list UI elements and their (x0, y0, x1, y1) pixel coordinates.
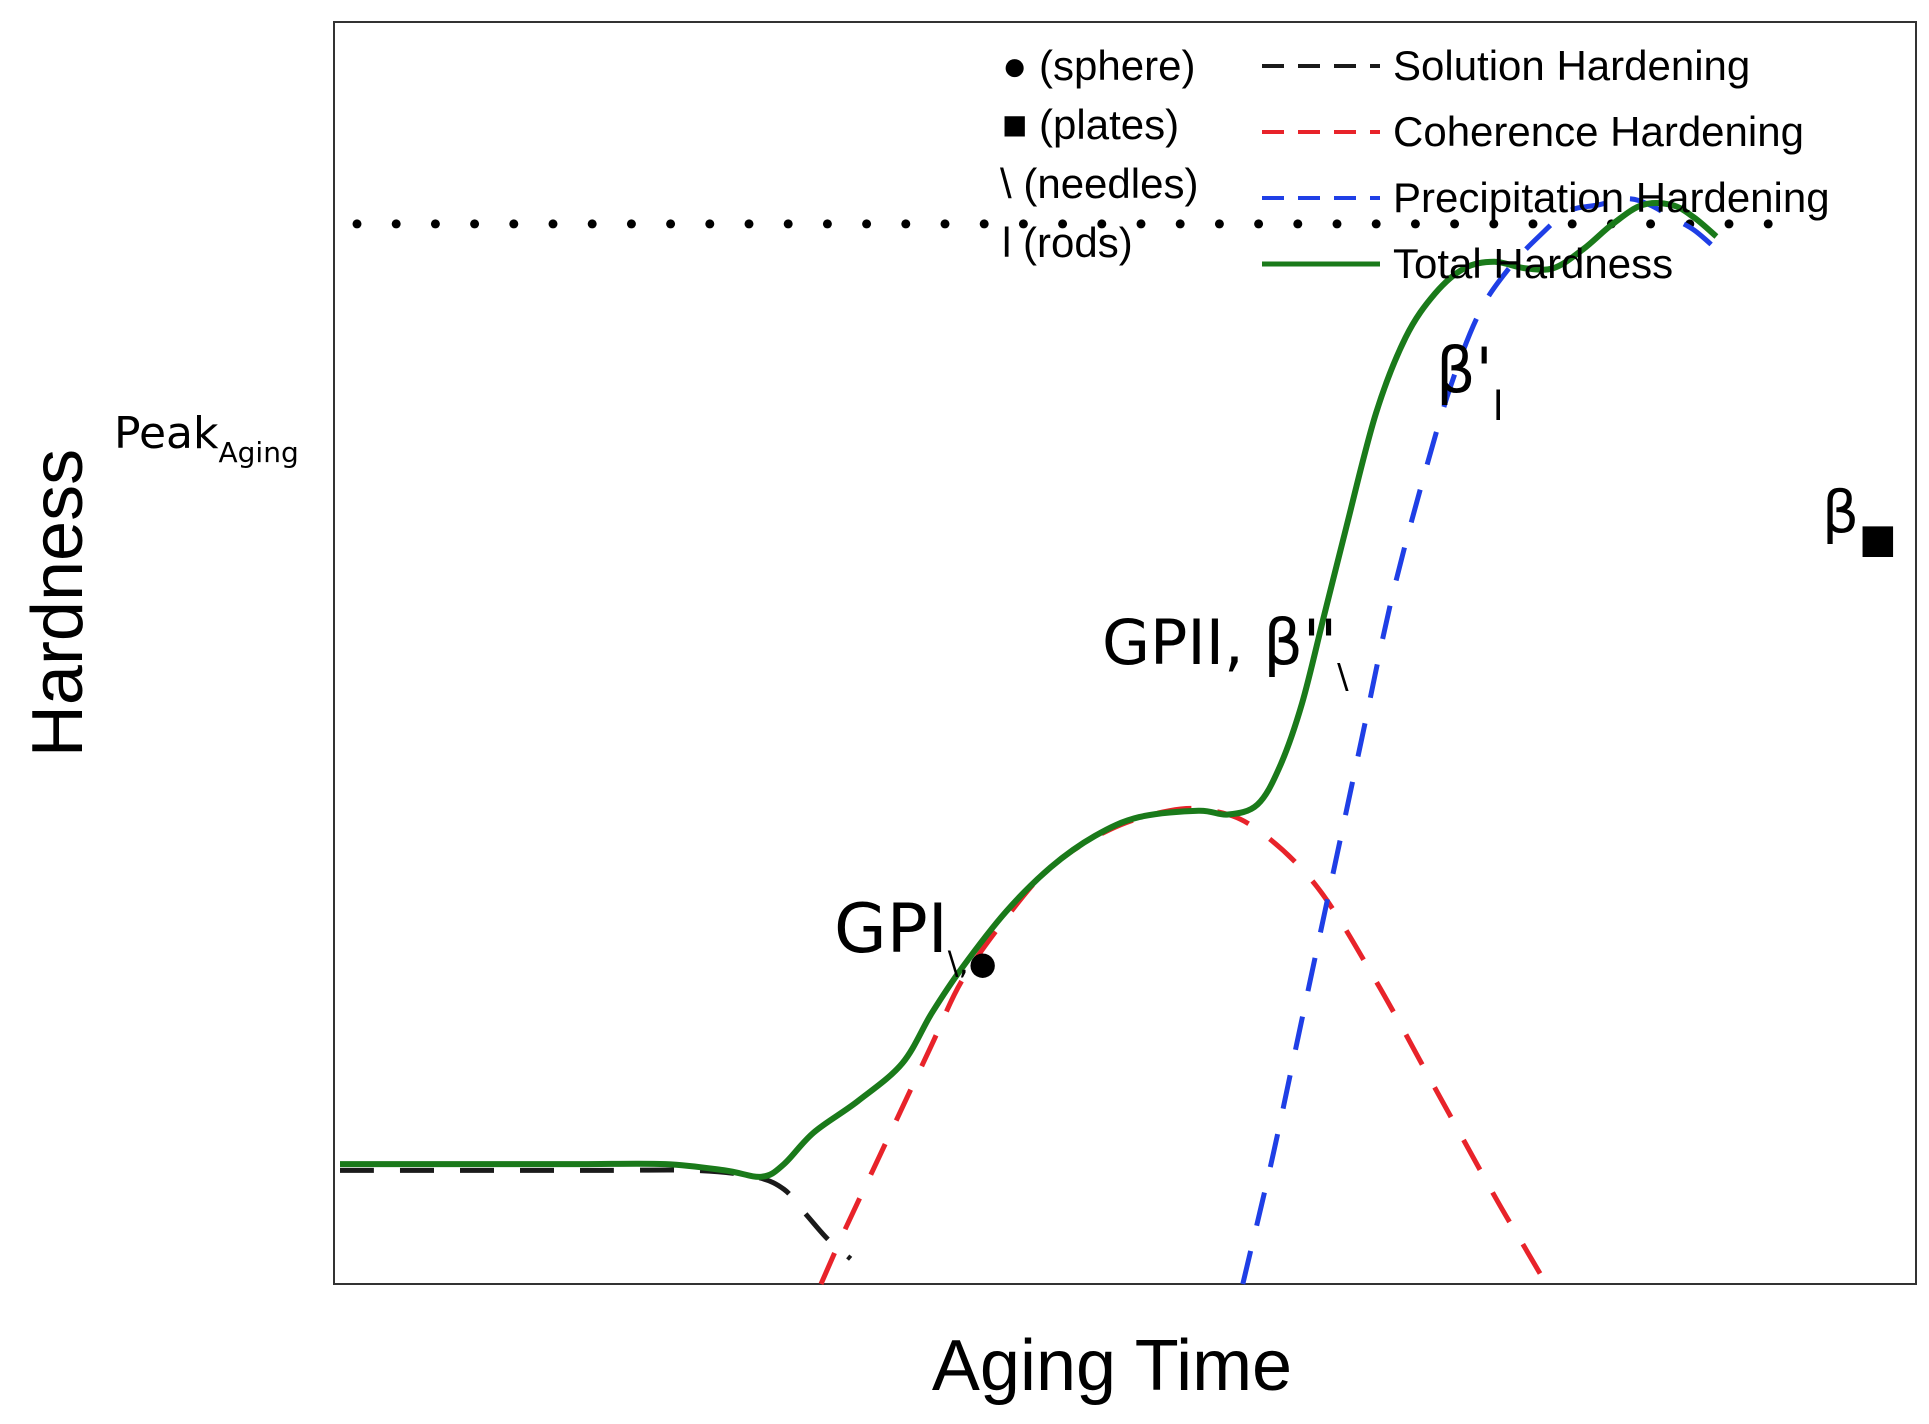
peak-aging-line (352, 219, 1773, 229)
annotation-beta-main: β (1822, 478, 1859, 546)
annotation-gpii-sub: \ (1337, 657, 1349, 697)
peak-aging-dot-13 (862, 219, 872, 229)
peak-aging-dot-20 (1136, 219, 1146, 229)
annotation-beta-prime: β'l (1436, 334, 1504, 430)
legend-label-precipitation: Precipitation Hardening (1393, 174, 1830, 221)
peak-aging-dot-35 (1724, 219, 1734, 229)
annotation-gpii: GPII, β''\ (1102, 606, 1349, 697)
peak-aging-dot-9 (705, 219, 715, 229)
peak-aging-dot-11 (783, 219, 793, 229)
peak-aging-dot-15 (940, 219, 950, 229)
legend-shape-sphere: ● (sphere) (1002, 42, 1195, 89)
peak-aging-dot-6 (587, 219, 597, 229)
legend-shape-plates: ■ (plates) (1002, 101, 1179, 148)
peak-aging-label-main: Peak (114, 408, 219, 459)
peak-aging-dot-5 (548, 219, 558, 229)
peak-aging-dot-16 (979, 219, 989, 229)
series-line-total-hardness (340, 200, 1719, 1180)
plot-frame (333, 21, 1917, 1285)
legend-lines: Solution Hardening Coherence Hardening P… (1262, 42, 1830, 287)
peak-aging-dot-12 (822, 219, 832, 229)
legend-shape-rods: l (rods) (1002, 219, 1133, 266)
series-layer (339, 196, 1719, 1286)
peak-aging-dot-30 (1528, 219, 1538, 229)
annotation-gpii-main: GPII, β'' (1102, 606, 1337, 679)
peak-aging-dot-36 (1763, 219, 1773, 229)
peak-aging-dot-0 (352, 219, 362, 229)
legend-label-solution: Solution Hardening (1393, 42, 1750, 89)
peak-aging-dot-25 (1332, 219, 1342, 229)
peak-aging-dot-19 (1097, 219, 1107, 229)
peak-aging-label: PeakAging (114, 408, 299, 469)
peak-aging-dot-24 (1293, 219, 1303, 229)
peak-aging-dot-26 (1371, 219, 1381, 229)
legend-shape-needles: \ (needles) (1000, 160, 1198, 207)
peak-aging-dot-14 (901, 219, 911, 229)
peak-aging-dot-33 (1646, 219, 1656, 229)
legend-shape-plates-symbol: ■ (1002, 101, 1027, 148)
legend-shape-plates-text: (plates) (1039, 101, 1179, 148)
legend-shape-sphere-text: (sphere) (1039, 42, 1195, 89)
annotation-gpi: GPI\,● (834, 890, 997, 982)
peak-aging-dot-7 (626, 219, 636, 229)
peak-aging-dot-3 (470, 219, 480, 229)
peak-aging-dot-4 (509, 219, 519, 229)
peak-aging-dot-10 (744, 219, 754, 229)
legend-shape-rods-text: (rods) (1023, 219, 1133, 266)
peak-aging-label-sub: Aging (218, 436, 298, 469)
legend-shape-needles-text: (needles) (1023, 160, 1198, 207)
legend-shape-sphere-symbol: ● (1002, 42, 1027, 89)
y-axis-label: Hardness (18, 449, 98, 757)
peak-aging-dot-28 (1450, 219, 1460, 229)
peak-aging-dot-22 (1214, 219, 1224, 229)
peak-aging-dot-21 (1175, 219, 1185, 229)
peak-aging-dot-29 (1489, 219, 1499, 229)
peak-aging-dot-17 (1018, 219, 1028, 229)
series-line-solution-hardening (339, 1167, 853, 1261)
legend-shape-needles-symbol: \ (1000, 160, 1012, 207)
peak-aging-dot-1 (391, 219, 401, 229)
peak-aging-dot-18 (1058, 219, 1068, 229)
legend-shape-key: ● (sphere) ■ (plates) \ (needles) l (rod… (1000, 42, 1198, 266)
peak-aging-dot-31 (1567, 219, 1577, 229)
legend-label-coherence: Coherence Hardening (1393, 108, 1804, 155)
annotation-gpi-main: GPI (834, 890, 948, 969)
legend-shape-rods-symbol: l (1002, 219, 1011, 266)
peak-aging-dot-27 (1410, 219, 1420, 229)
annotation-beta-prime-sub: l (1493, 384, 1504, 430)
annotation-gpi-sphere-marker: ● (969, 944, 997, 982)
annotation-beta-prime-main: β' (1436, 334, 1493, 407)
annotation-beta-plate-marker: ■ (1859, 516, 1897, 562)
peak-aging-dot-2 (430, 219, 440, 229)
x-axis-label: Aging Time (932, 1326, 1292, 1406)
series-line-coherence-hardening (818, 805, 1549, 1286)
peak-aging-dot-23 (1254, 219, 1264, 229)
legend-label-total: Total Hardness (1393, 240, 1673, 287)
peak-aging-dot-8 (666, 219, 676, 229)
annotation-beta: β■ (1822, 478, 1897, 562)
annotation-gpi-sub: \, (948, 944, 969, 982)
